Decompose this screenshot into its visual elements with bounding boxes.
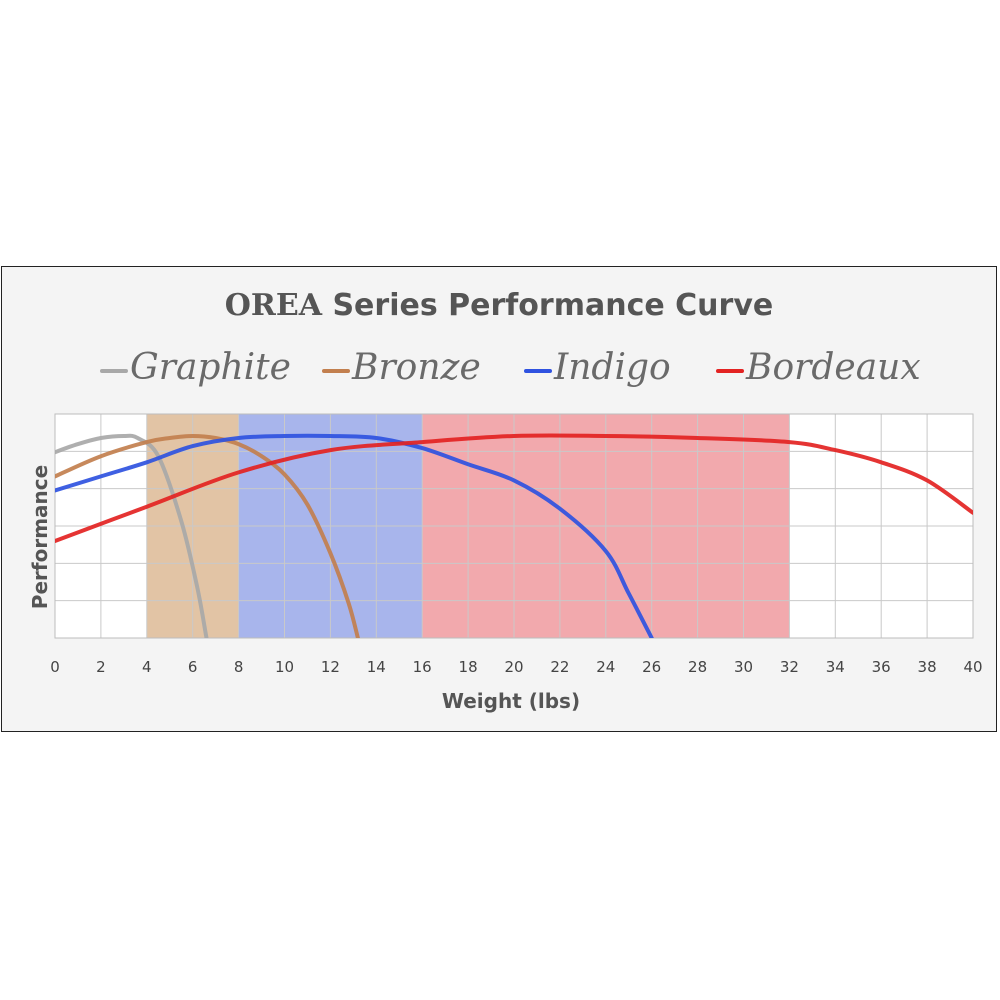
legend: Graphite Bronze Indigo Bordeaux — [100, 347, 921, 388]
x-tick-label-34: 34 — [826, 658, 845, 676]
series-lines — [55, 433, 973, 638]
chart-title-bold: OREA — [225, 288, 323, 323]
x-tick-label-0: 0 — [50, 658, 60, 676]
chart-frame: OREA Series Performance Curve Graphite Br… — [1, 266, 997, 732]
x-tick-label-36: 36 — [872, 658, 891, 676]
y-axis-label: Performance — [28, 465, 52, 609]
x-tick-label-40: 40 — [963, 658, 982, 676]
plot-area — [54, 413, 974, 639]
legend-label-graphite: Graphite — [130, 347, 291, 388]
legend-label-bronze: Bronze — [351, 347, 481, 388]
x-tick-label-2: 2 — [96, 658, 106, 676]
legend-item-indigo: Indigo — [524, 347, 671, 388]
x-tick-label-22: 22 — [550, 658, 569, 676]
legend-item-bronze: Bronze — [322, 347, 481, 388]
x-tick-label-10: 10 — [275, 658, 294, 676]
x-tick-label-14: 14 — [367, 658, 386, 676]
x-tick-label-18: 18 — [459, 658, 478, 676]
series-line-indigo — [55, 433, 654, 638]
x-tick-label-6: 6 — [188, 658, 198, 676]
x-tick-label-8: 8 — [234, 658, 244, 676]
x-tick-label-32: 32 — [780, 658, 799, 676]
x-tick-label-24: 24 — [596, 658, 615, 676]
x-tick-label-30: 30 — [734, 658, 753, 676]
x-tick-label-4: 4 — [142, 658, 152, 676]
x-tick-label-38: 38 — [918, 658, 937, 676]
x-axis-label: Weight (lbs) — [442, 689, 580, 713]
legend-label-indigo: Indigo — [553, 347, 671, 388]
legend-item-bordeaux: Bordeaux — [716, 347, 921, 388]
x-tick-label-26: 26 — [642, 658, 661, 676]
x-tick-label-20: 20 — [504, 658, 523, 676]
x-tick-label-28: 28 — [688, 658, 707, 676]
series-line-bronze — [55, 434, 360, 638]
series-line-graphite — [55, 433, 209, 638]
chart-title: OREA Series Performance Curve — [225, 288, 773, 323]
chart-svg: OREA Series Performance Curve Graphite Br… — [28, 288, 983, 713]
chart-title-rest: Series Performance Curve — [322, 288, 773, 323]
x-tick-label-16: 16 — [413, 658, 432, 676]
series-line-bordeaux — [55, 433, 973, 543]
x-tick-label-12: 12 — [321, 658, 340, 676]
x-axis-ticks: 0 2 4 6 8 10 12 14 16 18 20 22 24 26 28 30 32 34 36 38 40 — [50, 658, 982, 676]
legend-label-bordeaux: Bordeaux — [745, 347, 921, 388]
plot-border — [54, 413, 974, 639]
legend-item-graphite: Graphite — [100, 347, 291, 388]
